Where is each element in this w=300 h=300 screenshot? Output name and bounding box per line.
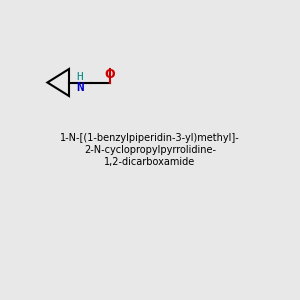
Text: O: O [104, 68, 115, 81]
Text: N: N [76, 81, 83, 94]
Text: 1-N-[(1-benzylpiperidin-3-yl)methyl]-
2-N-cyclopropylpyrrolidine-
1,2-dicarboxam: 1-N-[(1-benzylpiperidin-3-yl)methyl]- 2-… [60, 134, 240, 166]
Text: H: H [76, 72, 83, 82]
